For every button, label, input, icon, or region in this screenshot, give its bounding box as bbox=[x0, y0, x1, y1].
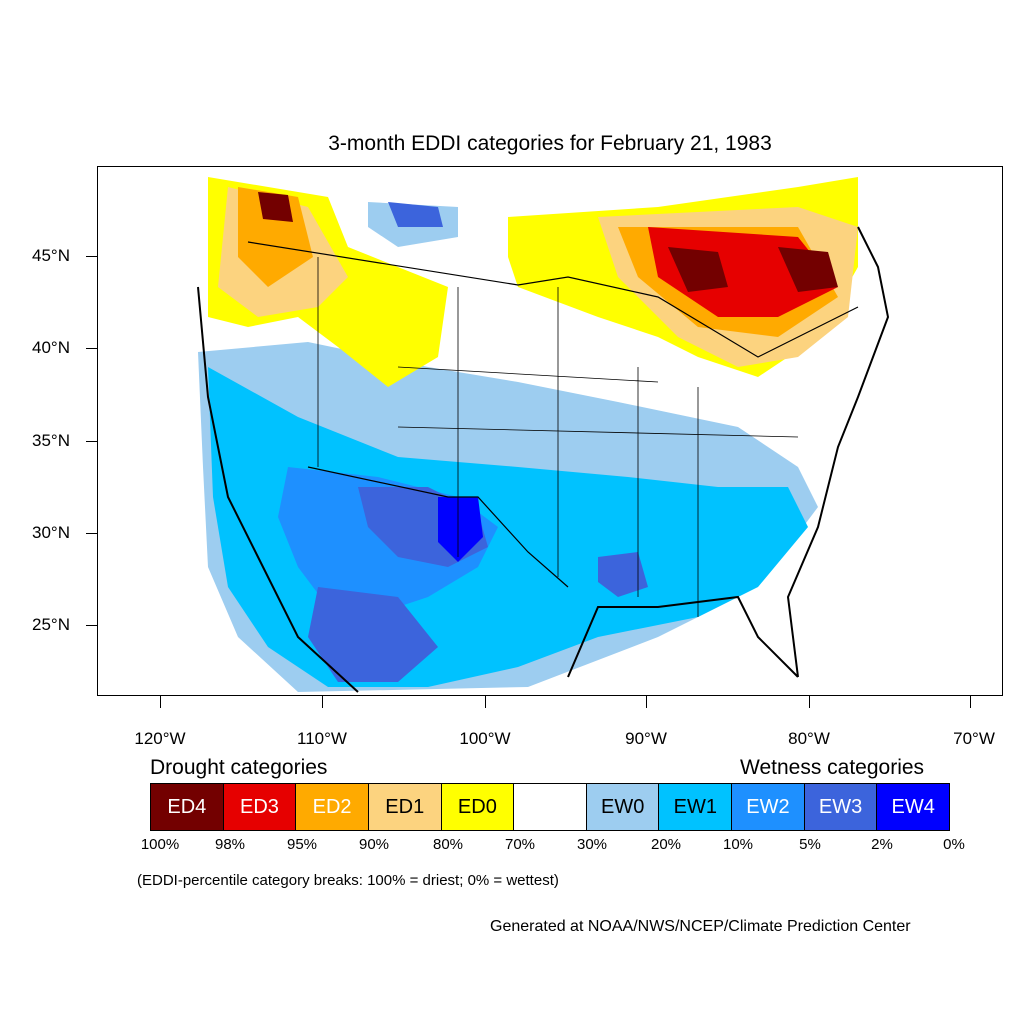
lon-label-110w: 110°W bbox=[297, 729, 347, 748]
legend-ed0: ED0 bbox=[441, 784, 515, 830]
ed2-region bbox=[238, 187, 313, 287]
pct-5: 5% bbox=[799, 836, 821, 853]
map-title: 3-month EDDI categories for February 21,… bbox=[328, 132, 772, 155]
lon-tick bbox=[160, 696, 161, 708]
border-line bbox=[247, 241, 859, 588]
ew4-region bbox=[438, 497, 483, 562]
lat-label-35: 35°N bbox=[32, 431, 70, 450]
map-canvas bbox=[197, 177, 890, 693]
lat-label-25: 25°N bbox=[32, 615, 70, 634]
pct-0: 0% bbox=[943, 836, 965, 853]
lat-label-30: 30°N bbox=[32, 523, 70, 542]
pct-30: 30% bbox=[576, 836, 608, 853]
ew3-gulf-region bbox=[598, 552, 648, 597]
legend-ed3: ED3 bbox=[223, 784, 297, 830]
eddi-map bbox=[97, 166, 1003, 696]
pct-80: 80% bbox=[432, 836, 464, 853]
pct-2: 2% bbox=[871, 836, 893, 853]
legend-ed2: ED2 bbox=[296, 784, 369, 830]
lon-tick bbox=[485, 696, 486, 708]
lat-label-40: 40°N bbox=[32, 338, 70, 357]
credit-text: Generated at NOAA/NWS/NCEP/Climate Predi… bbox=[490, 918, 911, 935]
ew2-region-south bbox=[308, 587, 438, 682]
legend-ew3: EW3 bbox=[804, 784, 878, 830]
state-lines bbox=[317, 257, 799, 617]
legend-ed1: ED1 bbox=[368, 784, 442, 830]
ew2-north-region bbox=[388, 202, 443, 227]
pct-95: 95% bbox=[286, 836, 318, 853]
pct-10: 10% bbox=[722, 836, 754, 853]
lat-label-45: 45°N bbox=[32, 246, 70, 265]
legend-ed4: ED4 bbox=[151, 784, 224, 830]
lon-label-80w: 80°W bbox=[788, 729, 830, 748]
legend-ew4: EW4 bbox=[877, 784, 950, 830]
legend-neutral bbox=[514, 784, 587, 830]
wetness-heading: Wetness categories bbox=[740, 756, 925, 779]
lon-tick bbox=[970, 696, 971, 708]
lon-tick bbox=[809, 696, 810, 708]
drought-heading: Drought categories bbox=[150, 756, 328, 779]
lat-tick bbox=[86, 441, 98, 442]
legend-ew2: EW2 bbox=[732, 784, 805, 830]
lon-label-100w: 100°W bbox=[459, 729, 511, 748]
lon-tick bbox=[322, 696, 323, 708]
pct-98: 98% bbox=[214, 836, 246, 853]
category-note: (EDDI-percentile category breaks: 100% =… bbox=[137, 872, 559, 889]
lon-label-90w: 90°W bbox=[625, 729, 667, 748]
ed4-region-east bbox=[778, 247, 838, 292]
legend-ew1: EW1 bbox=[659, 784, 733, 830]
pct-20: 20% bbox=[650, 836, 682, 853]
ed4-region-west bbox=[258, 192, 293, 222]
pct-70: 70% bbox=[504, 836, 536, 853]
lat-tick bbox=[86, 256, 98, 257]
lon-label-70w: 70°W bbox=[953, 729, 995, 748]
lon-label-120w: 120°W bbox=[134, 729, 186, 748]
ed4-region bbox=[668, 247, 728, 292]
lat-tick bbox=[86, 625, 98, 626]
lon-tick bbox=[646, 696, 647, 708]
legend-ew0: EW0 bbox=[586, 784, 660, 830]
lat-tick bbox=[86, 533, 98, 534]
lat-tick bbox=[86, 348, 98, 349]
pct-100: 100% bbox=[140, 836, 180, 853]
pct-90: 90% bbox=[358, 836, 390, 853]
legend-bar: ED4 ED3 ED2 ED1 ED0 EW0 EW1 EW2 EW3 EW4 bbox=[150, 783, 950, 831]
